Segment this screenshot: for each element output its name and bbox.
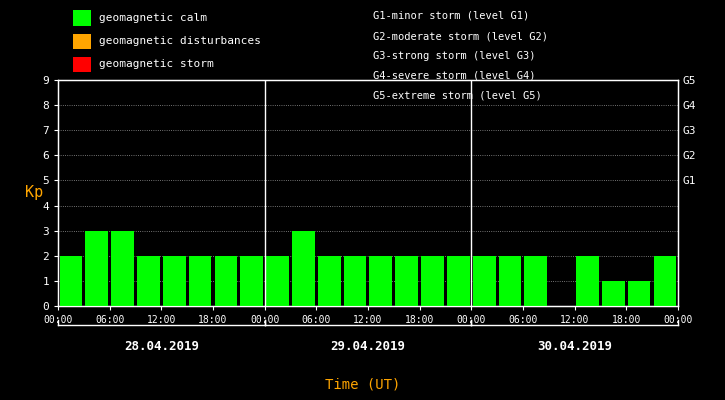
Bar	[421, 256, 444, 306]
Bar	[318, 256, 341, 306]
Text: G2-moderate storm (level G2): G2-moderate storm (level G2)	[373, 31, 548, 41]
Bar	[215, 256, 237, 306]
Text: geomagnetic disturbances: geomagnetic disturbances	[99, 36, 261, 46]
Bar	[654, 256, 676, 306]
Bar	[628, 281, 650, 306]
Text: geomagnetic calm: geomagnetic calm	[99, 13, 207, 23]
Text: geomagnetic storm: geomagnetic storm	[99, 60, 214, 70]
Text: G5-extreme storm (level G5): G5-extreme storm (level G5)	[373, 91, 542, 101]
Bar	[59, 256, 82, 306]
Bar	[163, 256, 186, 306]
Text: G1-minor storm (level G1): G1-minor storm (level G1)	[373, 11, 530, 21]
Text: G4-severe storm (level G4): G4-severe storm (level G4)	[373, 71, 536, 81]
Bar	[370, 256, 392, 306]
Text: Time (UT): Time (UT)	[325, 377, 400, 391]
Bar	[266, 256, 289, 306]
Bar	[524, 256, 547, 306]
Bar	[111, 231, 134, 306]
Bar	[86, 231, 108, 306]
Bar	[576, 256, 599, 306]
Bar	[395, 256, 418, 306]
Text: 29.04.2019: 29.04.2019	[331, 340, 405, 352]
Bar	[447, 256, 470, 306]
Y-axis label: Kp: Kp	[25, 186, 43, 200]
Bar	[602, 281, 625, 306]
Bar	[137, 256, 160, 306]
Bar	[344, 256, 366, 306]
Bar	[241, 256, 263, 306]
Bar	[188, 256, 212, 306]
Text: G3-strong storm (level G3): G3-strong storm (level G3)	[373, 51, 536, 61]
Bar	[499, 256, 521, 306]
Bar	[292, 231, 315, 306]
Bar	[473, 256, 495, 306]
Text: 30.04.2019: 30.04.2019	[537, 340, 612, 352]
Text: 28.04.2019: 28.04.2019	[124, 340, 199, 352]
